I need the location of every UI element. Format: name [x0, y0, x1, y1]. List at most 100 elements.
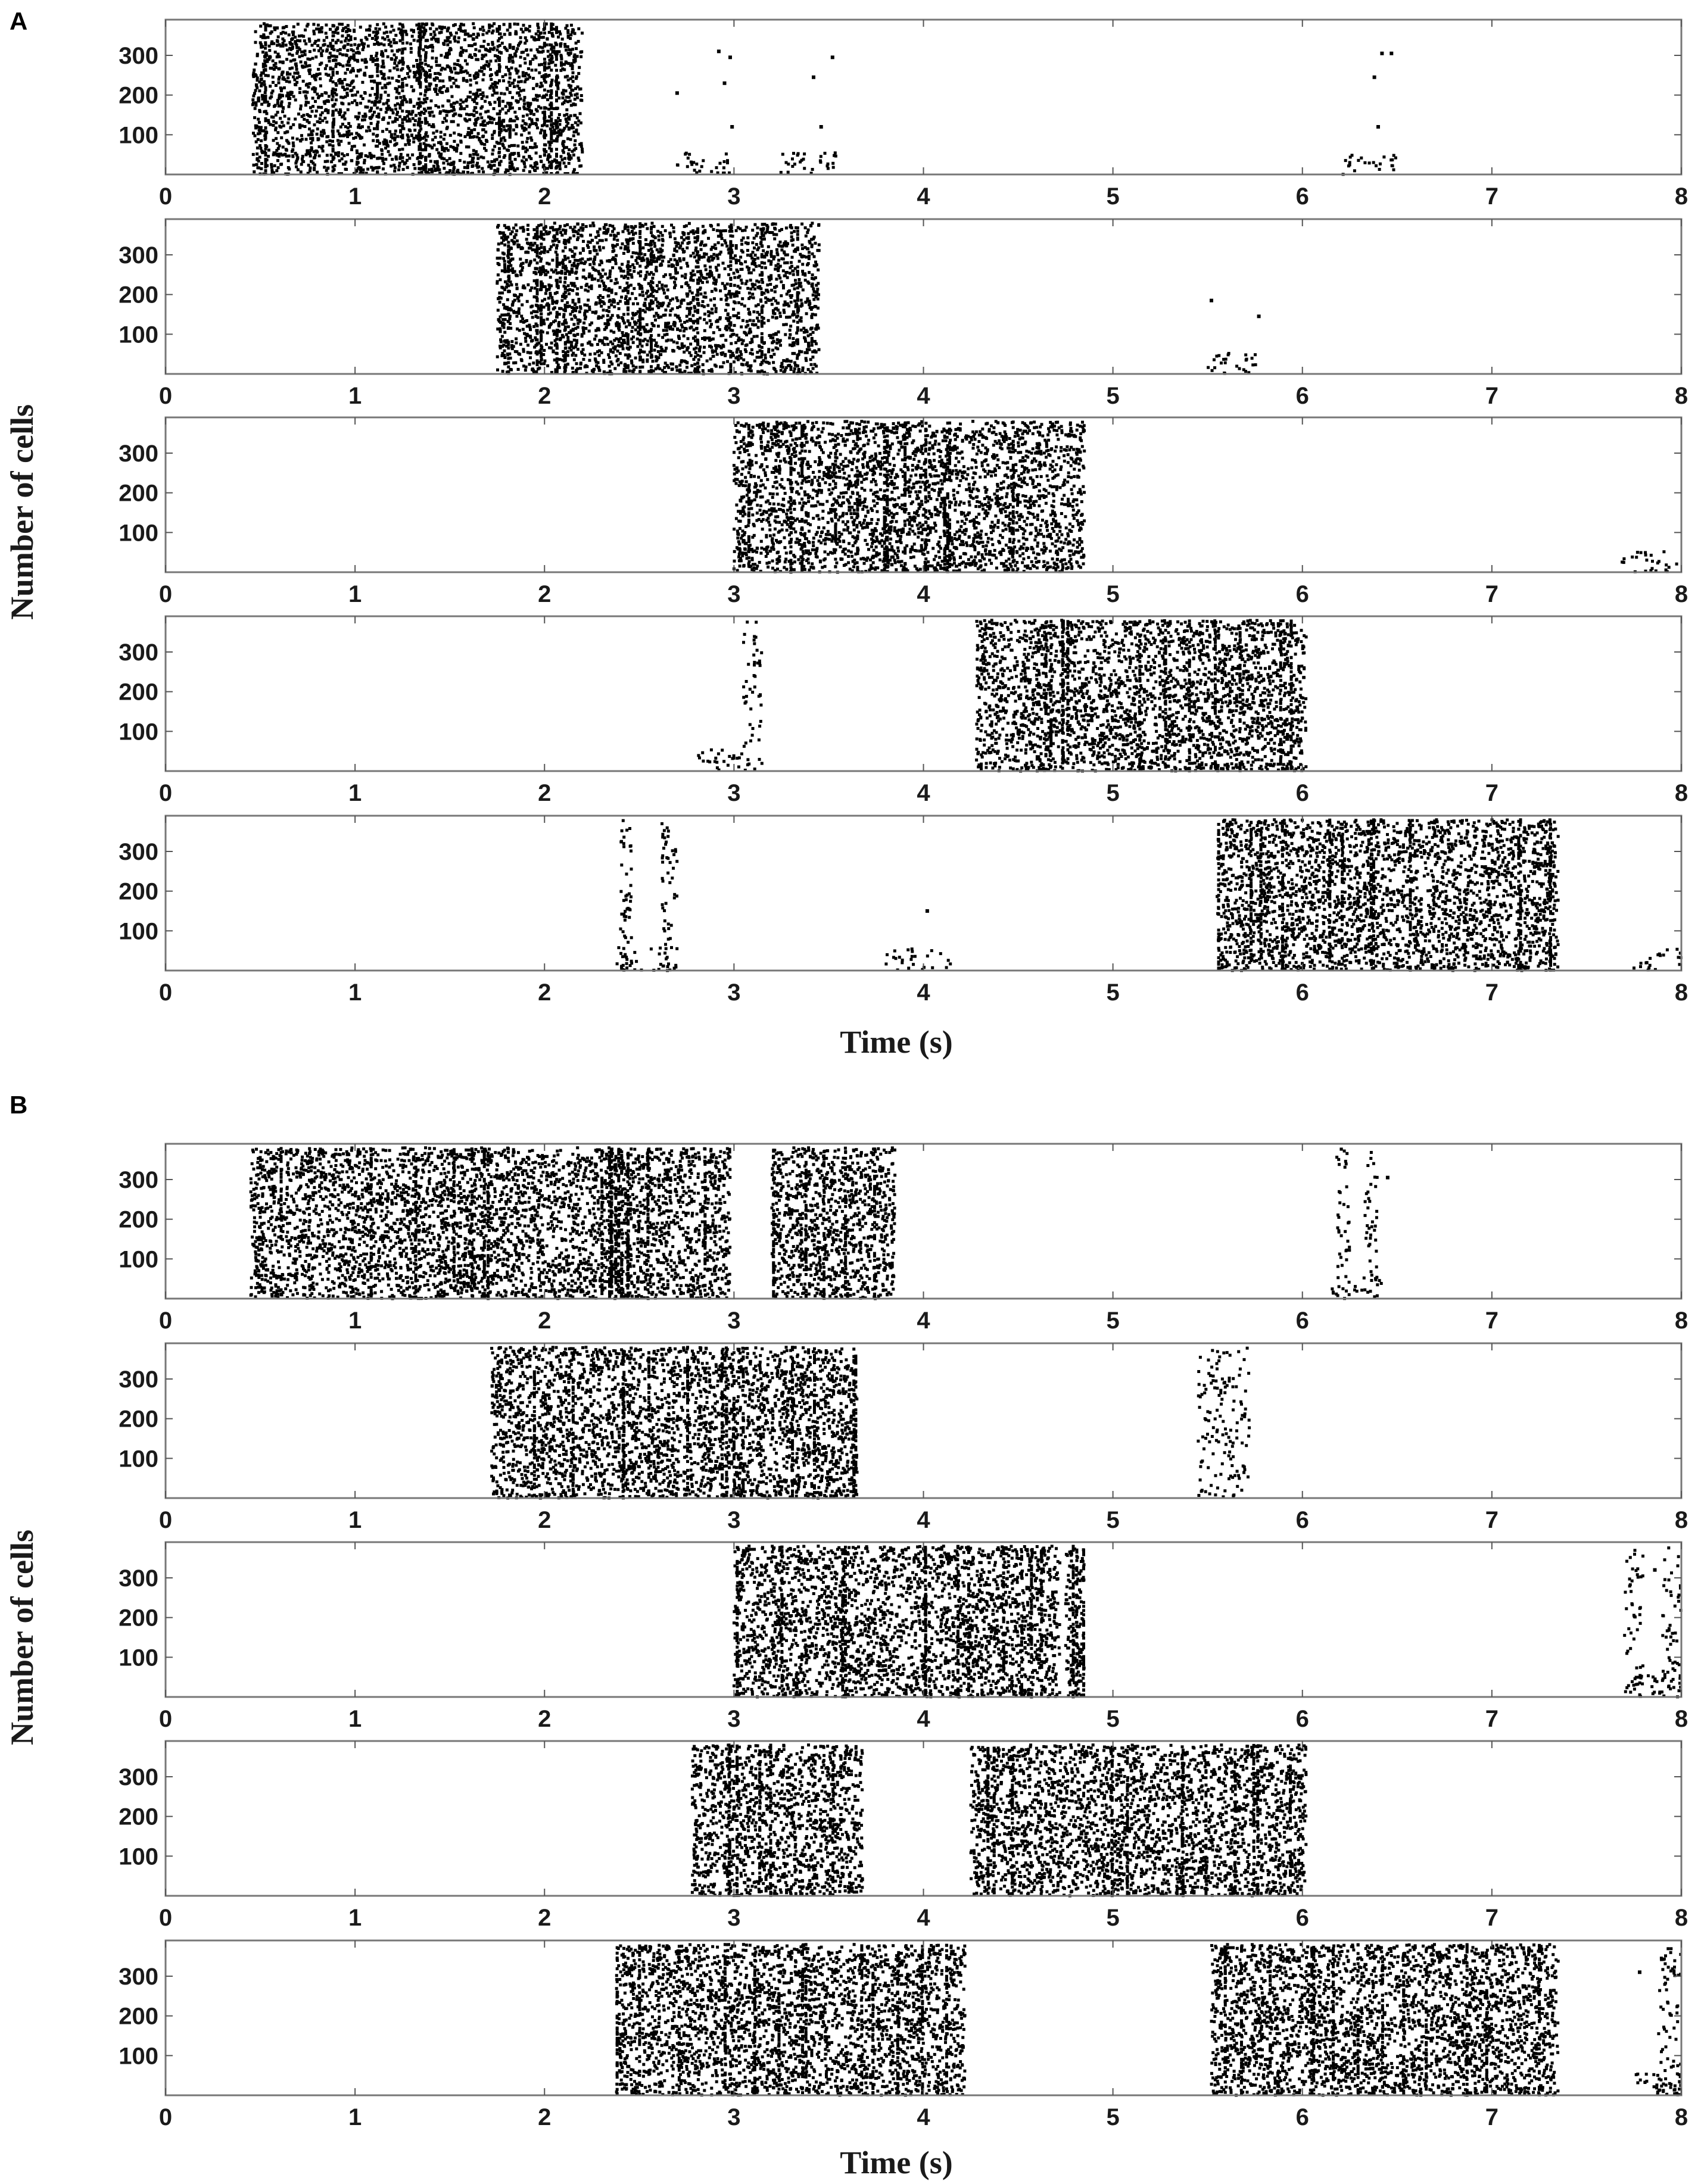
spike-point	[510, 164, 514, 168]
spike-point	[543, 107, 546, 110]
spike-point	[453, 35, 456, 39]
spike-point	[450, 33, 453, 37]
spike-point	[498, 161, 501, 165]
spike-point	[724, 325, 728, 329]
spike-point	[510, 257, 514, 261]
spike-point	[376, 106, 379, 110]
spike-point	[790, 283, 794, 287]
spike-point	[647, 370, 651, 373]
spike-point	[495, 158, 499, 161]
spike-point	[418, 68, 421, 72]
spike-point	[567, 83, 571, 87]
spike-point	[440, 54, 443, 57]
spike-point	[555, 159, 558, 163]
spike-point	[274, 113, 278, 117]
spike-point	[300, 124, 304, 127]
spike-point	[424, 167, 428, 170]
spike-point	[535, 118, 539, 121]
spike-point	[421, 67, 425, 70]
spike-point	[473, 100, 476, 104]
spike-point	[372, 155, 376, 158]
spike-point	[357, 111, 361, 115]
spike-point	[297, 113, 300, 116]
spike-point	[306, 113, 309, 116]
spike-point	[282, 107, 285, 110]
spike-point	[700, 304, 704, 307]
spike-point	[272, 120, 276, 123]
spike-point	[518, 64, 522, 68]
spike-point	[352, 53, 356, 57]
spike-point	[347, 34, 350, 38]
spike-point	[690, 291, 694, 295]
spike-point	[269, 85, 272, 88]
spike-point	[496, 225, 499, 229]
spike-point	[324, 99, 328, 103]
spike-point	[507, 277, 511, 280]
spike-point	[749, 279, 752, 282]
spike-point	[342, 114, 345, 117]
spike-point	[325, 73, 328, 76]
spike-point	[328, 139, 332, 142]
spike-point	[435, 76, 438, 80]
spike-point	[507, 145, 511, 148]
spike-point	[714, 243, 716, 247]
spike-point	[522, 169, 525, 172]
spike-point	[802, 255, 806, 258]
spike-point	[276, 154, 280, 157]
spike-point	[543, 136, 546, 139]
spike-point	[384, 86, 388, 89]
spike-point	[810, 316, 814, 319]
spike-point	[498, 133, 501, 137]
spike-point	[387, 93, 390, 97]
spike-point	[631, 341, 635, 344]
spike-point	[372, 30, 375, 34]
spike-point	[546, 331, 549, 335]
spike-point	[808, 348, 811, 351]
spike-point	[272, 80, 275, 84]
spike-point	[308, 64, 311, 67]
spike-point	[562, 258, 565, 262]
spike-point	[441, 91, 444, 94]
spike-point	[307, 121, 311, 124]
spike-point	[796, 357, 799, 360]
spike-point	[576, 238, 580, 241]
spike-point	[519, 257, 522, 261]
spike-point	[722, 361, 725, 364]
spike-point	[384, 83, 387, 87]
spike-point	[376, 95, 379, 98]
spike-point	[793, 163, 796, 166]
spike-point	[525, 299, 529, 303]
spike-point	[774, 222, 777, 226]
spike-point	[612, 330, 616, 334]
spike-point	[688, 152, 691, 156]
spike-point	[762, 322, 766, 325]
spike-point	[557, 366, 561, 369]
spike-point	[540, 345, 544, 349]
spike-point	[481, 91, 485, 95]
spike-point	[456, 123, 460, 127]
spike-point	[572, 134, 575, 138]
spike-point	[488, 101, 491, 104]
spike-point	[304, 83, 308, 87]
spike-point	[478, 69, 481, 73]
spike-point	[539, 106, 543, 110]
spike-point	[360, 58, 364, 62]
spike-point	[264, 110, 267, 113]
spike-point	[676, 241, 680, 245]
spike-point	[785, 242, 788, 245]
spike-point	[770, 302, 774, 306]
spike-point	[530, 68, 534, 72]
spike-point	[550, 117, 553, 121]
spike-point	[612, 300, 616, 304]
spike-point	[640, 325, 644, 329]
spike-point	[563, 230, 567, 233]
spike-point	[445, 55, 448, 58]
spike-point	[774, 346, 778, 350]
spike-point	[705, 252, 708, 256]
spike-point	[388, 116, 391, 119]
spike-point	[304, 90, 307, 93]
spike-point	[482, 67, 486, 70]
spike-point	[499, 124, 503, 127]
spike-point	[501, 286, 505, 290]
spike-point	[476, 73, 480, 76]
